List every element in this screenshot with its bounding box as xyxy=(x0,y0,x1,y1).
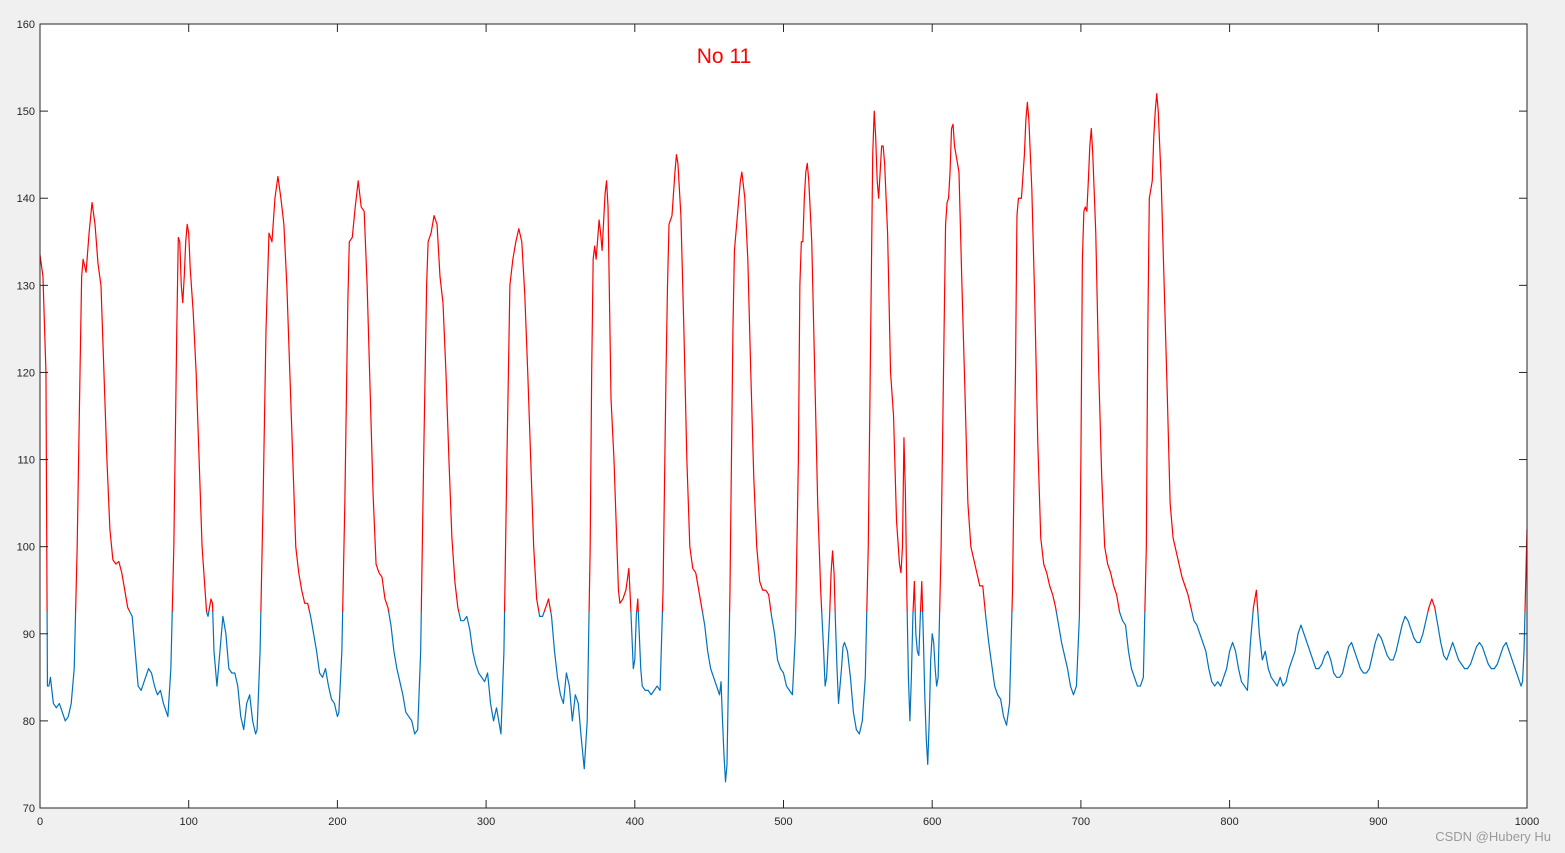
series-segment-high xyxy=(795,162,823,613)
series-segment-high xyxy=(1011,101,1057,613)
series-segment-low xyxy=(630,611,638,670)
series-segment-low xyxy=(46,611,77,722)
series-segment-low xyxy=(1118,611,1146,687)
x-tick-label: 800 xyxy=(1220,816,1238,828)
y-tick-label: 150 xyxy=(17,106,35,118)
series-segment-low xyxy=(914,611,922,657)
x-tick-label: 0 xyxy=(37,816,43,828)
x-tick-label: 500 xyxy=(774,816,792,828)
series-segment-low xyxy=(701,611,731,783)
x-axis: 0 100 200 300 400 500 600 700 800 900 1000 xyxy=(37,24,1539,828)
series-segment-high xyxy=(636,598,639,613)
series-segment-low xyxy=(538,611,545,617)
series-segment-low xyxy=(1191,611,1254,692)
series-segment-high xyxy=(588,180,632,613)
series-segment-high xyxy=(342,180,390,613)
series-segment-low xyxy=(637,611,664,696)
series-segment-high xyxy=(1427,598,1437,613)
series-segment-high xyxy=(543,598,552,613)
x-tick-label: 400 xyxy=(626,816,644,828)
series-segment-low xyxy=(1257,611,1429,687)
x-tick-label: 1000 xyxy=(1515,816,1539,828)
series-segment-low xyxy=(129,611,173,718)
series-segment-high xyxy=(260,175,311,613)
series-segment-high xyxy=(919,580,924,613)
series-segment-high xyxy=(866,110,908,613)
series-segment-high xyxy=(1144,93,1193,613)
y-tick-label: 70 xyxy=(23,803,35,815)
y-tick-label: 140 xyxy=(17,193,35,205)
y-tick-label: 160 xyxy=(17,19,35,31)
series-segment-low xyxy=(458,611,506,735)
series-segment-high xyxy=(420,215,460,613)
chart-annotation: No 11 xyxy=(697,45,751,68)
series-segment-low xyxy=(550,611,590,770)
series-segment-low xyxy=(906,611,914,722)
y-tick-label: 110 xyxy=(17,455,35,467)
x-tick-label: 900 xyxy=(1369,816,1387,828)
series-segment-high xyxy=(39,254,48,613)
x-tick-label: 700 xyxy=(1072,816,1090,828)
series-segment-low xyxy=(770,611,797,696)
series-segment-low xyxy=(821,611,831,687)
x-tick-label: 600 xyxy=(923,816,941,828)
series-segment-low xyxy=(388,611,422,735)
series-segment-high xyxy=(171,223,208,613)
series-segment-low xyxy=(212,611,262,735)
y-tick-label: 130 xyxy=(17,280,35,292)
series-segment-low xyxy=(1055,611,1081,696)
y-axis: 70 80 90 100 110 120 130 140 150 160 xyxy=(17,19,1527,815)
series-segment-low xyxy=(1434,611,1526,687)
y-tick-label: 100 xyxy=(17,542,35,554)
x-tick-label: 200 xyxy=(328,816,346,828)
y-tick-label: 120 xyxy=(17,367,35,379)
series-segment-low xyxy=(984,611,1013,726)
y-tick-label: 90 xyxy=(23,629,35,641)
series-segment-high xyxy=(503,228,540,613)
series-segment-high xyxy=(208,598,214,613)
series-segment-high xyxy=(829,550,836,613)
series-segment-low xyxy=(922,611,941,766)
x-tick-label: 300 xyxy=(477,816,495,828)
watermark: CSDN @Hubery Hu xyxy=(1435,829,1551,844)
y-tick-label: 80 xyxy=(23,716,35,728)
series-segment-high xyxy=(1078,127,1121,613)
series-segment-high xyxy=(1252,589,1259,613)
series-segment-high xyxy=(729,171,772,613)
series-segment-high xyxy=(912,580,916,613)
series-segment-high xyxy=(661,154,704,613)
x-tick-label: 100 xyxy=(180,816,198,828)
series-segment-low xyxy=(205,611,210,617)
series-segment-high xyxy=(939,123,986,613)
series-segment-low xyxy=(309,611,344,718)
plot-area xyxy=(40,24,1527,808)
series-segment-high xyxy=(74,201,131,613)
series-segment-low xyxy=(834,611,868,735)
line-series xyxy=(39,93,1528,783)
